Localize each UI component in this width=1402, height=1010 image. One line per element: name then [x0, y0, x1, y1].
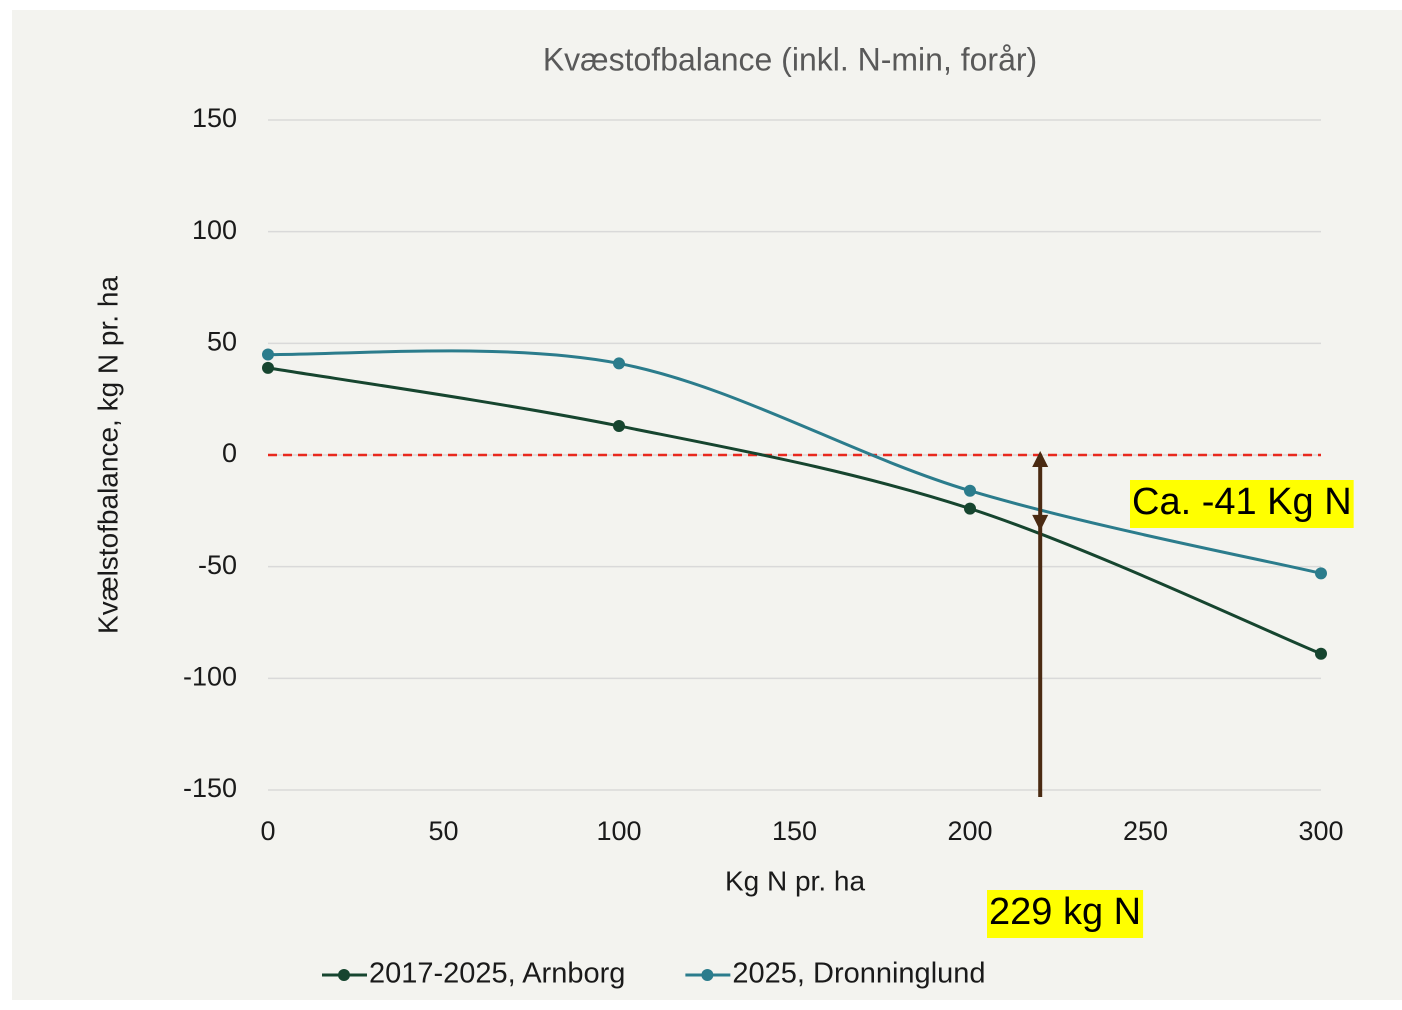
series-line: [267, 349, 1322, 575]
y-tick-label: 150: [192, 103, 237, 133]
legend-marker: [338, 969, 350, 981]
series-line: [267, 366, 1322, 656]
x-tick-label: 300: [1298, 816, 1343, 846]
y-tick-label: -100: [183, 661, 237, 691]
y-tick-label: -150: [183, 773, 237, 803]
data-point: [262, 348, 274, 361]
legend-label: 2017-2025, Arnborg: [369, 958, 625, 990]
arrow-head: [1032, 451, 1049, 467]
legend-marker: [701, 969, 714, 981]
x-tick-label: 50: [428, 816, 458, 846]
data-point: [613, 419, 625, 432]
y-tick-label: 100: [192, 215, 237, 245]
data-point: [1315, 647, 1327, 660]
data-point: [1315, 567, 1327, 580]
x-tick-label: 150: [772, 816, 817, 846]
y-tick-label: 50: [207, 326, 237, 356]
y-tick-label: -50: [198, 550, 237, 580]
data-point: [964, 484, 976, 497]
y-tick-label: 0: [222, 438, 237, 468]
data-point: [613, 357, 625, 370]
x-tick-label: 0: [260, 816, 275, 846]
annotation: 229 kg N: [989, 891, 1141, 933]
x-tick-label: 100: [596, 816, 641, 846]
x-tick-label: 250: [1123, 816, 1168, 846]
data-point: [262, 361, 274, 374]
y-axis-label: Kvælstofbalance, kg N pr. ha: [92, 276, 123, 634]
x-tick-label: 200: [947, 816, 992, 846]
x-axis-label: Kg N pr. ha: [725, 865, 866, 896]
annotation-bg: [1130, 480, 1354, 528]
annotation: Ca. -41 Kg N: [1132, 481, 1352, 523]
data-point: [964, 502, 976, 515]
legend-label: 2025, Dronninglund: [732, 958, 985, 990]
annotation-bg: [987, 890, 1144, 938]
arrow-head: [1032, 514, 1049, 531]
chart-title: Kvæstofbalance (inkl. N-min, forår): [543, 41, 1037, 77]
